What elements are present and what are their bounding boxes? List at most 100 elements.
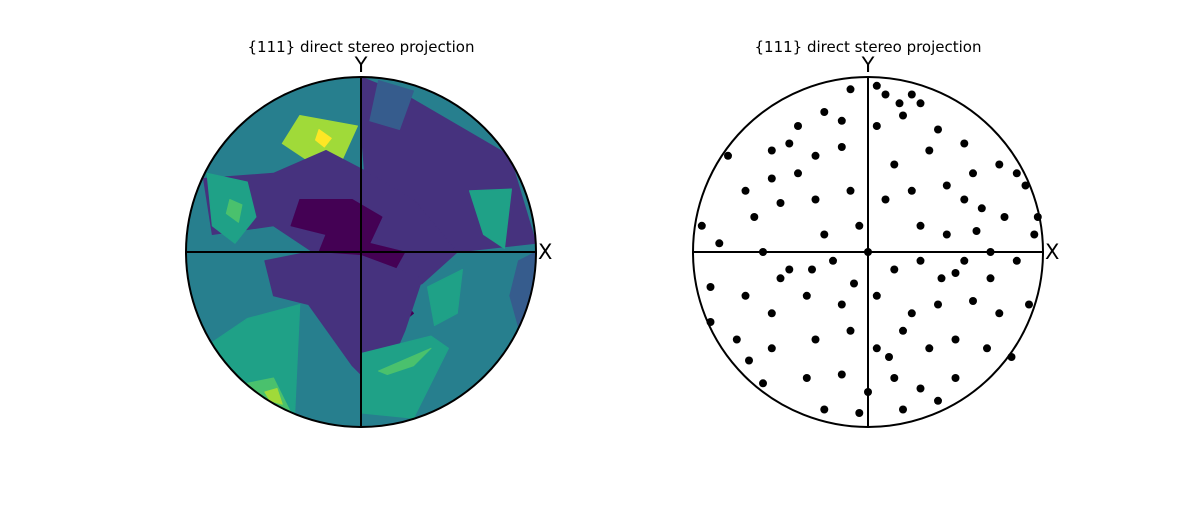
scatter-point: [808, 265, 816, 274]
scatter-point: [732, 335, 741, 344]
scatter-point: [767, 344, 776, 353]
scatter-point: [1033, 213, 1042, 221]
scatter-point: [1012, 256, 1021, 265]
scatter-point: [1021, 181, 1030, 190]
scatter-point: [934, 300, 942, 309]
scatter-point: [916, 99, 925, 108]
scatter-point: [872, 344, 881, 353]
scatter-point: [785, 265, 794, 274]
scatter-point: [837, 370, 846, 379]
scatter-point: [837, 300, 846, 309]
scatter-point: [750, 213, 759, 221]
scatter-point: [872, 122, 881, 130]
scatter-y-label: Y: [861, 53, 875, 77]
scatter-point: [837, 116, 846, 125]
scatter-point: [724, 151, 732, 160]
scatter-point: [759, 379, 767, 388]
contour-region-top-right-low-inner: [369, 80, 414, 130]
scatter-point: [907, 186, 916, 195]
scatter-point: [969, 169, 977, 178]
scatter-point: [983, 344, 991, 353]
contour-region-right-high: [469, 188, 512, 249]
contour-region-top-left-peak: [315, 129, 332, 148]
scatter-point: [1012, 169, 1021, 178]
scatter-point: [811, 195, 820, 204]
contour-region-left-band-inner: [225, 199, 243, 223]
scatter-point: [960, 195, 969, 204]
scatter-point: [767, 146, 776, 155]
scatter-point: [1025, 300, 1033, 309]
scatter-outer-circle: [692, 76, 1044, 428]
scatter-point: [925, 344, 934, 353]
scatter-point: [916, 384, 925, 393]
scatter-points: [697, 81, 1042, 417]
scatter-point: [802, 291, 811, 300]
scatter-point: [855, 409, 864, 417]
contour-panel-title: {111} direct stereo projection: [248, 38, 475, 56]
scatter-point: [885, 353, 893, 361]
contour-outer-circle: [185, 76, 537, 428]
scatter-point: [977, 204, 986, 213]
scatter-point: [776, 199, 785, 207]
scatter-point: [951, 269, 960, 277]
scatter-x-label: X: [1045, 240, 1059, 264]
scatter-point: [986, 248, 995, 256]
scatter-point: [820, 108, 829, 116]
scatter-point: [697, 221, 706, 230]
scatter-point: [899, 326, 907, 335]
contour-region-right-mid: [427, 269, 463, 326]
scatter-point: [820, 230, 829, 239]
scatter-point: [925, 146, 934, 155]
scatter-point: [794, 169, 802, 178]
scatter-point: [811, 335, 820, 344]
scatter-point: [706, 283, 715, 291]
scatter-point: [942, 181, 951, 190]
contour-y-label: Y: [354, 53, 368, 77]
scatter-point: [759, 248, 767, 256]
scatter-point: [802, 374, 811, 382]
contour-x-label: X: [538, 240, 552, 264]
scatter-point: [741, 186, 750, 195]
scatter-point: [1007, 353, 1016, 361]
scatter-point: [864, 248, 872, 256]
scatter-point: [960, 256, 969, 265]
scatter-point: [767, 309, 776, 318]
scatter-point: [715, 239, 724, 248]
scatter-point: [1030, 230, 1039, 239]
scatter-point: [907, 309, 916, 318]
scatter-point: [995, 160, 1004, 169]
scatter-panel: {111} direct stereo projection X Y: [692, 38, 1059, 428]
scatter-point: [942, 230, 951, 239]
scatter-point: [745, 356, 753, 365]
scatter-point: [820, 405, 829, 414]
contour-panel: {111} direct stereo projection X Y: [185, 38, 552, 428]
scatter-point: [846, 326, 855, 335]
scatter-point: [706, 318, 715, 326]
scatter-point: [881, 195, 890, 204]
scatter-point: [951, 335, 960, 344]
scatter-point: [916, 221, 925, 230]
scatter-point: [890, 374, 899, 382]
scatter-point: [855, 221, 864, 230]
scatter-point: [1000, 213, 1009, 221]
scatter-point: [907, 90, 916, 99]
scatter-point: [864, 388, 872, 396]
scatter-point: [972, 227, 981, 235]
scatter-point: [937, 274, 946, 283]
scatter-point: [995, 309, 1004, 318]
scatter-point: [969, 297, 977, 305]
scatter-point: [881, 90, 890, 99]
scatter-point: [837, 143, 846, 151]
scatter-point: [785, 139, 794, 148]
scatter-point: [899, 405, 907, 414]
scatter-point: [899, 111, 907, 120]
scatter-point: [872, 81, 881, 90]
scatter-point: [951, 374, 960, 382]
scatter-point: [741, 291, 750, 300]
contour-region-bottom-center-inner: [378, 347, 432, 375]
scatter-point: [986, 274, 995, 283]
scatter-point: [872, 291, 881, 300]
scatter-point: [916, 256, 925, 265]
